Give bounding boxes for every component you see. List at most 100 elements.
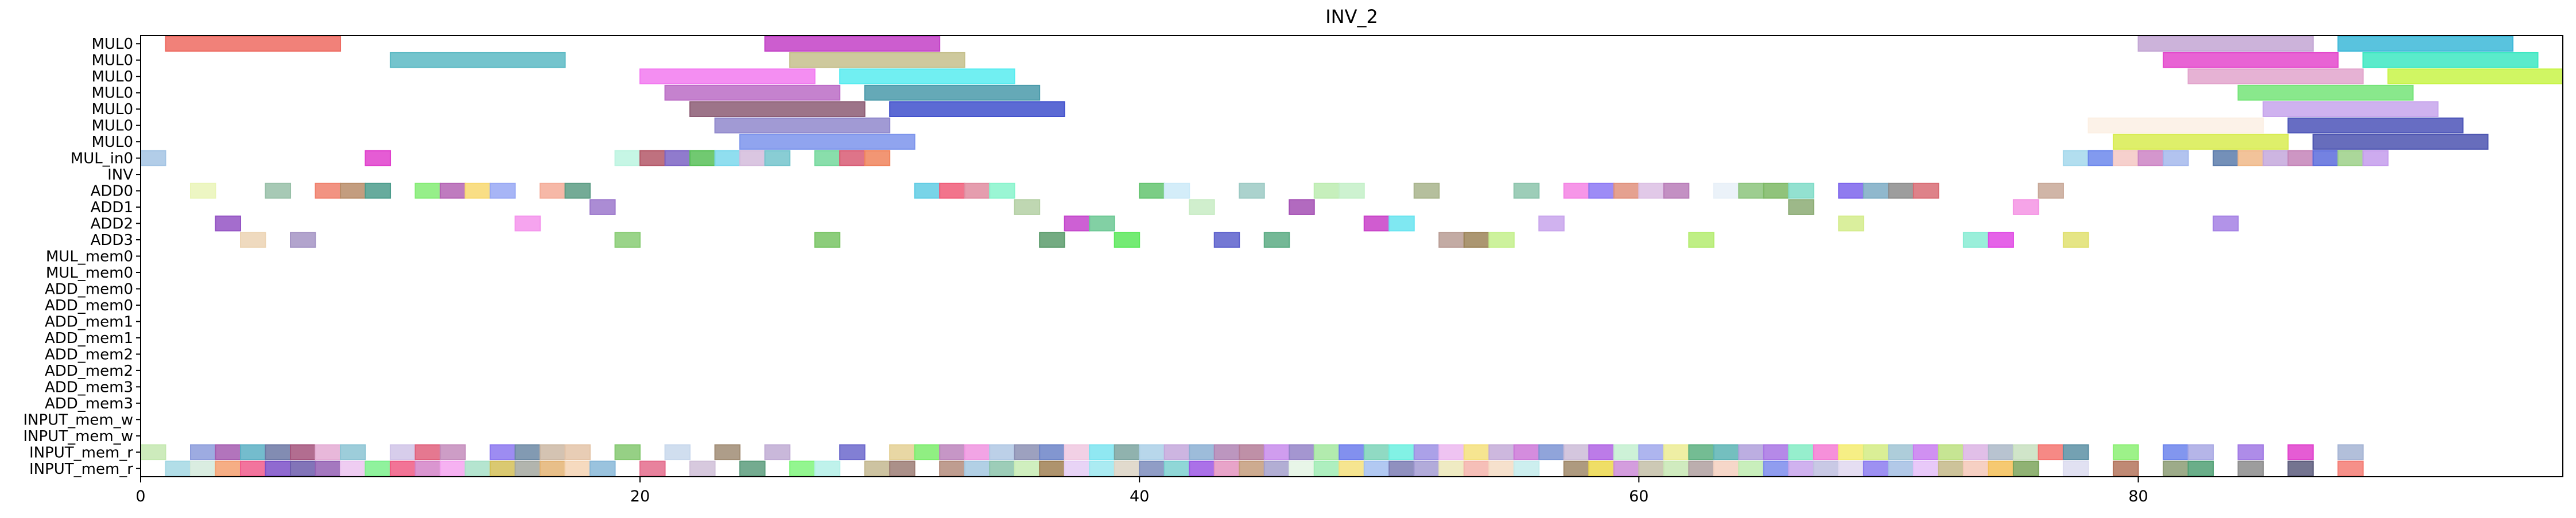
task-bar <box>1313 460 1340 477</box>
task-bar <box>290 232 316 248</box>
y-tick-label: ADD_mem3 <box>45 379 133 396</box>
task-bar <box>1313 444 1340 461</box>
task-bar <box>1738 460 1764 477</box>
task-bar <box>2287 117 2464 134</box>
task-bar <box>140 444 166 461</box>
task-bar <box>1813 460 1840 477</box>
task-bar <box>2262 101 2439 117</box>
y-tick-label: MUL0 <box>92 36 134 53</box>
task-bar <box>440 182 466 199</box>
task-bar <box>1788 444 1814 461</box>
task-bar <box>2262 150 2289 166</box>
task-bar <box>1438 444 1465 461</box>
task-bar <box>1763 444 1790 461</box>
task-bar <box>814 232 841 248</box>
task-bar <box>964 460 991 477</box>
task-bar <box>265 182 292 199</box>
x-tick-label: 20 <box>630 488 650 505</box>
task-bar <box>2062 150 2089 166</box>
task-bar <box>2337 36 2513 52</box>
task-bar <box>1463 460 1490 477</box>
task-bar <box>440 444 466 461</box>
task-bar <box>939 460 965 477</box>
task-bar <box>490 444 516 461</box>
task-bar <box>914 444 941 461</box>
task-bar <box>1588 444 1615 461</box>
task-bar <box>2312 150 2339 166</box>
task-bar <box>2337 444 2364 461</box>
task-bar <box>839 68 1015 85</box>
task-bar <box>1988 444 2014 461</box>
task-bar <box>1962 444 1989 461</box>
task-bar <box>265 460 292 477</box>
task-bar <box>1613 444 1640 461</box>
task-bar <box>2062 460 2089 477</box>
task-bar <box>939 444 965 461</box>
task-bar <box>1788 460 1814 477</box>
task-bar <box>1139 182 1165 199</box>
task-bar <box>265 444 292 461</box>
task-bar <box>490 460 516 477</box>
task-bar <box>2012 460 2039 477</box>
task-bar <box>414 460 441 477</box>
y-tick-label: ADD3 <box>91 232 133 249</box>
task-bar <box>839 444 866 461</box>
task-bar <box>614 232 641 248</box>
task-bar <box>1139 460 1165 477</box>
task-bar <box>1363 215 1390 232</box>
task-bar <box>664 150 691 166</box>
task-bar <box>540 460 566 477</box>
task-bar <box>714 117 891 134</box>
task-bar <box>864 460 891 477</box>
task-bar <box>689 460 716 477</box>
task-bar <box>165 460 192 477</box>
y-tick-label: MUL0 <box>92 134 134 151</box>
task-bar <box>1339 460 1365 477</box>
task-bar <box>215 460 242 477</box>
task-bar <box>464 182 491 199</box>
task-bar <box>1613 460 1640 477</box>
task-bar <box>1039 232 1065 248</box>
y-tick-label: MUL_mem0 <box>46 264 133 282</box>
task-bar <box>2237 150 2264 166</box>
task-bar <box>2112 460 2139 477</box>
task-bar <box>1888 460 1914 477</box>
task-bar <box>739 460 766 477</box>
task-bar <box>540 182 566 199</box>
task-bar <box>1588 460 1615 477</box>
task-bar <box>1163 444 1190 461</box>
task-bar <box>1213 232 1240 248</box>
task-bar <box>1912 444 1939 461</box>
task-bar <box>1263 460 1290 477</box>
task-bar <box>564 460 591 477</box>
task-bar <box>1413 444 1440 461</box>
task-bar <box>1912 460 1939 477</box>
task-bar <box>1438 460 1465 477</box>
task-bar <box>939 182 965 199</box>
task-bar <box>814 150 841 166</box>
y-tick-label: INPUT_mem_w <box>23 428 133 445</box>
task-bar <box>1263 232 1290 248</box>
x-tick-label: 80 <box>2128 488 2148 505</box>
y-tick-label: ADD_mem2 <box>45 346 133 363</box>
task-bar <box>1663 182 1690 199</box>
y-tick-label: ADD_mem2 <box>45 363 133 380</box>
task-bar <box>839 150 866 166</box>
y-tick-label: ADD_mem0 <box>45 297 133 314</box>
task-bar <box>1638 444 1665 461</box>
task-bar <box>1014 199 1041 215</box>
task-bar <box>664 444 691 461</box>
task-bar <box>1039 460 1065 477</box>
task-bar <box>2337 460 2364 477</box>
task-bar <box>2362 150 2389 166</box>
y-axis: MUL0MUL0MUL0MUL0MUL0MUL0MUL0MUL_in0INVAD… <box>23 36 141 478</box>
y-tick-label: MUL0 <box>92 68 134 85</box>
task-bar <box>964 444 991 461</box>
task-bar <box>1339 182 1365 199</box>
task-bar <box>1189 460 1215 477</box>
task-bar <box>1688 232 1714 248</box>
task-bar <box>1513 460 1540 477</box>
task-bar <box>1213 460 1240 477</box>
task-bar <box>1289 444 1315 461</box>
task-bar <box>1538 444 1565 461</box>
